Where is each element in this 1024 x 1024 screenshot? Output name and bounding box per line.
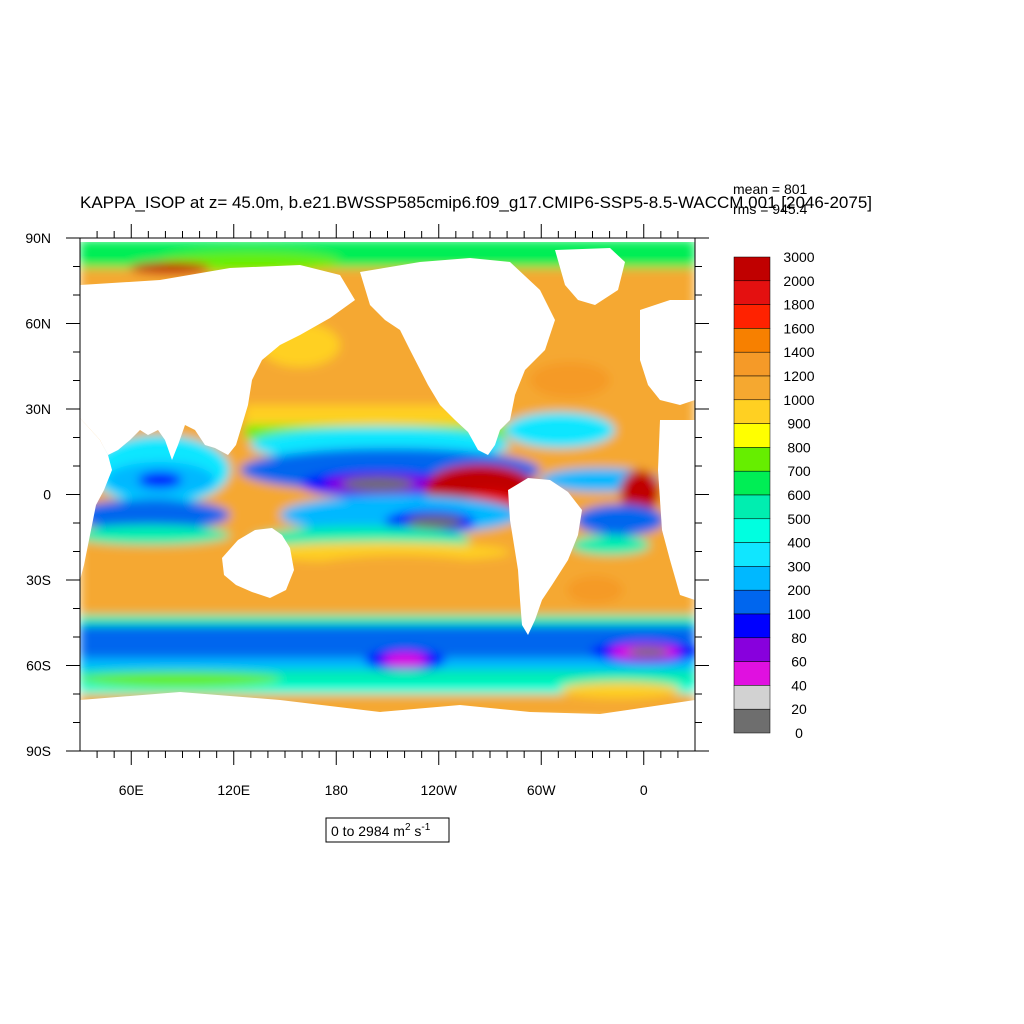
- colorbar-label: 2000: [783, 273, 814, 289]
- lat-tick-label: 0: [43, 487, 51, 503]
- chart-title: KAPPA_ISOP at z= 45.0m, b.e21.BWSSP585cm…: [80, 193, 872, 212]
- colorbar-label: 700: [787, 463, 811, 479]
- land-mask: [80, 238, 695, 751]
- colorbar-swatch: [733, 613, 771, 639]
- lon-tick-label: 60E: [119, 782, 144, 798]
- colorbar-label: 1000: [783, 392, 814, 408]
- colorbar-label: 3000: [783, 249, 814, 265]
- colorbar-swatch: [733, 280, 771, 305]
- colorbar: 3000200018001600140012001000900800700600…: [733, 249, 815, 741]
- lat-tick-label: 90S: [26, 743, 51, 759]
- colorbar-swatch: [733, 375, 771, 401]
- lon-tick-label: 120E: [217, 782, 250, 798]
- colorbar-label: 100: [787, 606, 811, 622]
- lat-tick-label: 30N: [25, 401, 51, 417]
- colorbar-label: 1600: [783, 320, 814, 336]
- colorbar-label: 60: [791, 654, 807, 670]
- colorbar-label: 1400: [783, 344, 814, 360]
- latitude-axis: 90N 60N 30N 0 30S 60S 90S: [25, 230, 709, 759]
- lon-tick-label: 0: [640, 782, 648, 798]
- colorbar-swatch: [733, 304, 771, 329]
- colorbar-label: 80: [791, 630, 807, 646]
- colorbar-swatch: [733, 637, 771, 662]
- colorbar-label: 40: [791, 677, 807, 693]
- colorbar-swatch: [733, 494, 771, 520]
- ocean-field: [80, 240, 695, 720]
- colorbar-swatch: [733, 661, 771, 686]
- map-area: [80, 238, 695, 751]
- rms-stat: rms = 945.4: [733, 201, 808, 217]
- mean-stat: mean = 801: [733, 181, 808, 197]
- lon-tick-label: 120W: [420, 782, 457, 798]
- range-label: 0 to 2984 m2 s-1: [325, 817, 450, 843]
- colorbar-swatch: [733, 566, 771, 591]
- colorbar-swatch: [733, 708, 771, 734]
- colorbar-swatch: [733, 470, 771, 496]
- longitude-axis: 60E 120E 180 120W 60W 0: [96, 224, 679, 798]
- colorbar-label: 1800: [783, 297, 814, 313]
- colorbar-swatch: [733, 447, 771, 472]
- colorbar-swatch: [733, 589, 771, 615]
- range-unit-s: s: [411, 823, 422, 839]
- colorbar-swatch: [733, 518, 771, 543]
- colorbar-label: 1200: [783, 368, 814, 384]
- colorbar-label: 400: [787, 535, 811, 551]
- colorbar-swatch: [733, 328, 771, 353]
- colorbar-swatch: [733, 399, 771, 424]
- lat-tick-label: 90N: [25, 230, 51, 246]
- range-unit-s-sup: -1: [421, 822, 430, 833]
- colorbar-label: 600: [787, 487, 811, 503]
- lat-tick-label: 30S: [26, 572, 51, 588]
- svg-text:0 to 2984 m2 s-1: 0 to 2984 m2 s-1: [331, 822, 431, 839]
- colorbar-swatch: [733, 423, 771, 448]
- lat-tick-label: 60N: [25, 316, 51, 332]
- lon-tick-label: 180: [325, 782, 349, 798]
- range-text: 0 to 2984 m: [331, 823, 405, 839]
- colorbar-swatch: [733, 542, 771, 567]
- lon-tick-label: 60W: [527, 782, 557, 798]
- lat-tick-label: 60S: [26, 658, 51, 674]
- colorbar-swatch: [733, 685, 771, 710]
- colorbar-label: 200: [787, 582, 811, 598]
- range-unit-sup: 2: [405, 822, 411, 833]
- colorbar-swatch: [733, 256, 771, 282]
- colorbar-label: 900: [787, 416, 811, 432]
- colorbar-label: 300: [787, 558, 811, 574]
- colorbar-swatch: [733, 351, 771, 377]
- colorbar-label: 20: [791, 701, 807, 717]
- colorbar-label: 800: [787, 439, 811, 455]
- colorbar-label: 500: [787, 511, 811, 527]
- colorbar-label: 0: [795, 725, 803, 741]
